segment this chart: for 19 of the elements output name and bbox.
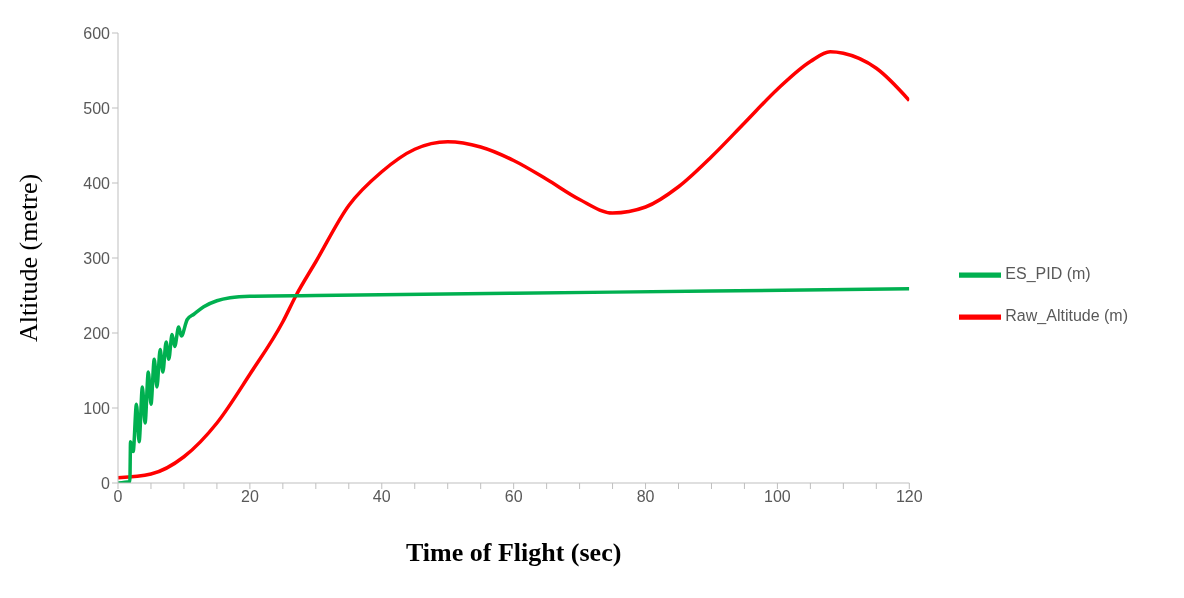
x-tick-label: 0 bbox=[113, 488, 123, 506]
y-axis-title: Altitude (metre) bbox=[14, 173, 44, 343]
x-tick-label: 40 bbox=[372, 488, 391, 506]
y-tick-label: 0 bbox=[101, 474, 111, 492]
y-tick-label: 200 bbox=[83, 324, 111, 342]
line-series bbox=[118, 50, 910, 480]
x-tick-label: 120 bbox=[895, 488, 923, 506]
y-tick-label: 300 bbox=[83, 249, 111, 267]
y-tick-label: 100 bbox=[83, 399, 111, 417]
y-tick-label: 500 bbox=[83, 99, 111, 117]
y-tick-label: 600 bbox=[83, 24, 111, 42]
x-tick-label: 20 bbox=[240, 488, 259, 506]
x-tick-label: 80 bbox=[636, 488, 655, 506]
x-tick-label: 100 bbox=[764, 488, 791, 506]
legend-label: ES_PID (m) bbox=[1005, 264, 1091, 282]
legend-label: Raw_Altitude (m) bbox=[1005, 306, 1128, 324]
x-tick-label: 60 bbox=[504, 488, 523, 506]
y-tick-label: 400 bbox=[83, 174, 111, 192]
x-axis-title: Time of Flight (sec) bbox=[405, 538, 622, 567]
